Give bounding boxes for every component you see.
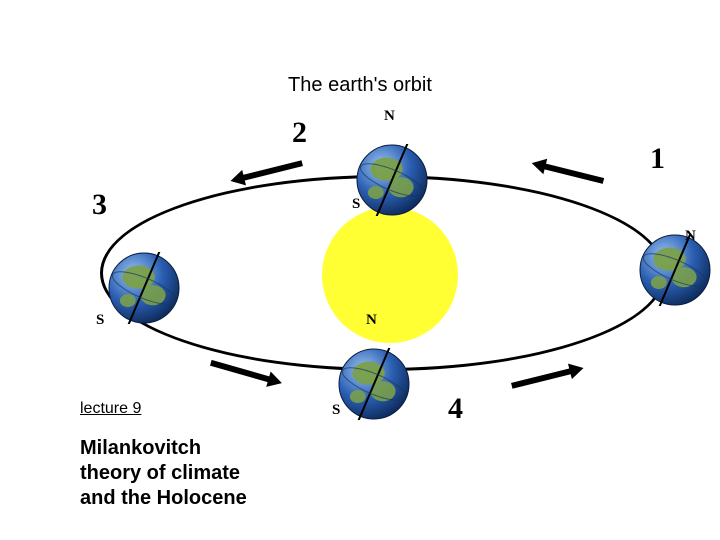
orbit-diagram: N N S S N S 1 2 3 4	[60, 100, 700, 440]
earth-2	[356, 144, 428, 221]
sun	[322, 207, 458, 343]
orbit-arrow-icon	[528, 153, 606, 195]
subtitle-line: and the Holocene	[80, 487, 247, 509]
page-title: The earth's orbit	[0, 74, 720, 97]
position-number: 2	[292, 116, 307, 150]
subtitle-line: theory of climate	[80, 462, 240, 484]
south-label: S	[352, 196, 360, 213]
subtitle-line: Milankovitch	[80, 437, 201, 459]
south-label: S	[332, 402, 340, 419]
subtitle: Milankovitch theory of climate and the H…	[80, 436, 340, 511]
north-label: N	[384, 108, 395, 125]
position-number: 1	[650, 142, 665, 176]
position-number: 4	[448, 392, 463, 426]
orbit-arrow-icon	[508, 353, 586, 395]
lecture-label: lecture 9	[80, 400, 141, 418]
earth-4	[338, 348, 410, 425]
south-label: S	[96, 312, 104, 329]
north-label: N	[366, 312, 377, 329]
position-number: 3	[92, 188, 107, 222]
north-label: N	[685, 228, 696, 245]
earth-1	[639, 234, 711, 311]
earth-3	[108, 252, 180, 329]
slide: The earth's orbit N N S S N S 1 2 3 4 lecture 9 M…	[0, 0, 720, 540]
